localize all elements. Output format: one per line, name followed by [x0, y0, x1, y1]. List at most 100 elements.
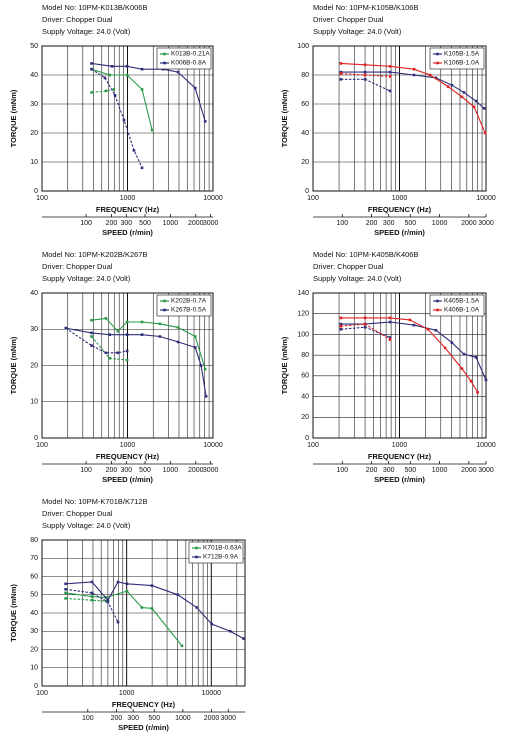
- x-tick-label: 100: [36, 690, 48, 697]
- data-point: [64, 587, 67, 591]
- data-point: [90, 331, 93, 335]
- data-point: [203, 120, 207, 123]
- chart-subtitle: Supply Voltage: 24.0 (Volt): [42, 274, 131, 283]
- data-point: [228, 629, 232, 633]
- data-point: [462, 352, 466, 356]
- data-point: [90, 591, 94, 595]
- y-tick-label: 20: [301, 414, 309, 421]
- speed-axis-label: SPEED (r/min): [374, 475, 425, 484]
- x-tick-label: 10000: [476, 442, 496, 449]
- chart-subtitle: Supply Voltage: 24.0 (Volt): [42, 27, 131, 36]
- y-tick-label: 60: [301, 101, 309, 108]
- speed-tick-label: 300: [127, 715, 139, 722]
- data-point: [150, 128, 154, 132]
- y-tick-label: 60: [30, 573, 38, 580]
- y-tick-label: 0: [34, 435, 38, 442]
- speed-tick-label: 100: [80, 467, 92, 474]
- data-point: [103, 76, 107, 80]
- data-point: [363, 322, 367, 326]
- x-tick-label: 100: [36, 442, 48, 449]
- y-tick-label: 30: [30, 326, 38, 333]
- y-tick-label: 50: [30, 43, 38, 50]
- data-point: [446, 85, 450, 88]
- speed-axis-label: SPEED (r/min): [118, 723, 169, 732]
- x-tick-label: 1000: [120, 195, 136, 202]
- data-point: [125, 589, 129, 593]
- legend-label: K013B-0.21A: [171, 51, 210, 58]
- torque-curve: [91, 68, 143, 169]
- legend-label: K006B-0.8A: [171, 60, 207, 67]
- speed-tick-label: 500: [139, 467, 151, 474]
- data-point: [242, 637, 245, 640]
- data-point: [110, 65, 114, 68]
- x-axis-label: FREQUENCY (Hz): [368, 452, 432, 461]
- y-tick-label: 50: [30, 592, 38, 599]
- data-point: [116, 620, 120, 624]
- y-tick-label: 40: [301, 130, 309, 137]
- data-point: [204, 395, 208, 398]
- data-point: [90, 335, 93, 338]
- x-tick-label: 10000: [476, 195, 496, 202]
- data-point: [140, 320, 144, 324]
- legend-box: [429, 47, 485, 70]
- data-point: [125, 73, 129, 77]
- data-point: [339, 70, 343, 74]
- data-point: [426, 327, 430, 331]
- data-point: [113, 94, 117, 97]
- y-axis-label: TORQUE (mNm): [9, 336, 18, 394]
- y-tick-label: 10: [30, 159, 38, 166]
- legend-marker: [436, 61, 439, 65]
- x-tick-label: 1000: [119, 690, 135, 697]
- data-point: [108, 73, 112, 77]
- data-point: [90, 67, 93, 71]
- x-tick-label: 10000: [203, 442, 223, 449]
- y-tick-label: 20: [301, 159, 309, 166]
- speed-tick-label: 2000: [188, 467, 204, 474]
- y-tick-label: 0: [34, 188, 38, 195]
- x-tick-label: 1000: [120, 442, 136, 449]
- data-point: [90, 580, 94, 584]
- y-tick-label: 20: [30, 130, 38, 137]
- chart: Model No: 10PM-K013B/K006B Driver: Choppe…: [9, 3, 223, 237]
- y-tick-label: 0: [305, 435, 309, 442]
- x-axis-label: FREQUENCY (Hz): [368, 205, 432, 214]
- y-tick-label: 20: [30, 362, 38, 369]
- data-point: [412, 323, 416, 327]
- data-point: [388, 338, 392, 341]
- y-tick-label: 40: [30, 72, 38, 79]
- legend-marker: [436, 299, 439, 303]
- speed-tick-label: 300: [383, 220, 395, 227]
- torque-curve: [91, 62, 206, 122]
- data-point: [412, 67, 416, 71]
- data-point: [64, 582, 67, 586]
- plot-frame: [41, 45, 214, 192]
- chart-subtitle: Supply Voltage: 24.0 (Volt): [313, 27, 402, 36]
- speed-axis-label: SPEED (r/min): [102, 475, 153, 484]
- data-point: [104, 351, 108, 355]
- speed-tick-label: 3000: [203, 220, 219, 227]
- legend-box: [156, 47, 212, 70]
- data-point: [125, 358, 129, 362]
- data-point: [450, 341, 454, 345]
- data-point: [199, 364, 203, 367]
- data-point: [176, 593, 180, 597]
- data-point: [180, 644, 184, 648]
- y-tick-label: 40: [301, 393, 309, 400]
- legend-label: K701B-0.63A: [203, 545, 242, 552]
- data-point: [106, 598, 110, 602]
- y-tick-label: 30: [30, 628, 38, 635]
- y-tick-label: 10: [30, 665, 38, 672]
- y-tick-label: 0: [305, 188, 309, 195]
- y-tick-label: 40: [30, 610, 38, 617]
- data-point: [210, 622, 213, 626]
- x-tick-label: 1000: [392, 442, 408, 449]
- speed-tick-label: 2000: [461, 220, 477, 227]
- x-tick-label: 100: [307, 195, 319, 202]
- y-tick-label: 30: [30, 101, 38, 108]
- legend-label: K106B-1.0A: [444, 60, 480, 67]
- data-point: [462, 91, 466, 94]
- y-axis-label: TORQUE (mNm): [280, 89, 289, 147]
- speed-tick-label: 200: [106, 220, 118, 227]
- legend-label: K267B-0.5A: [171, 307, 207, 314]
